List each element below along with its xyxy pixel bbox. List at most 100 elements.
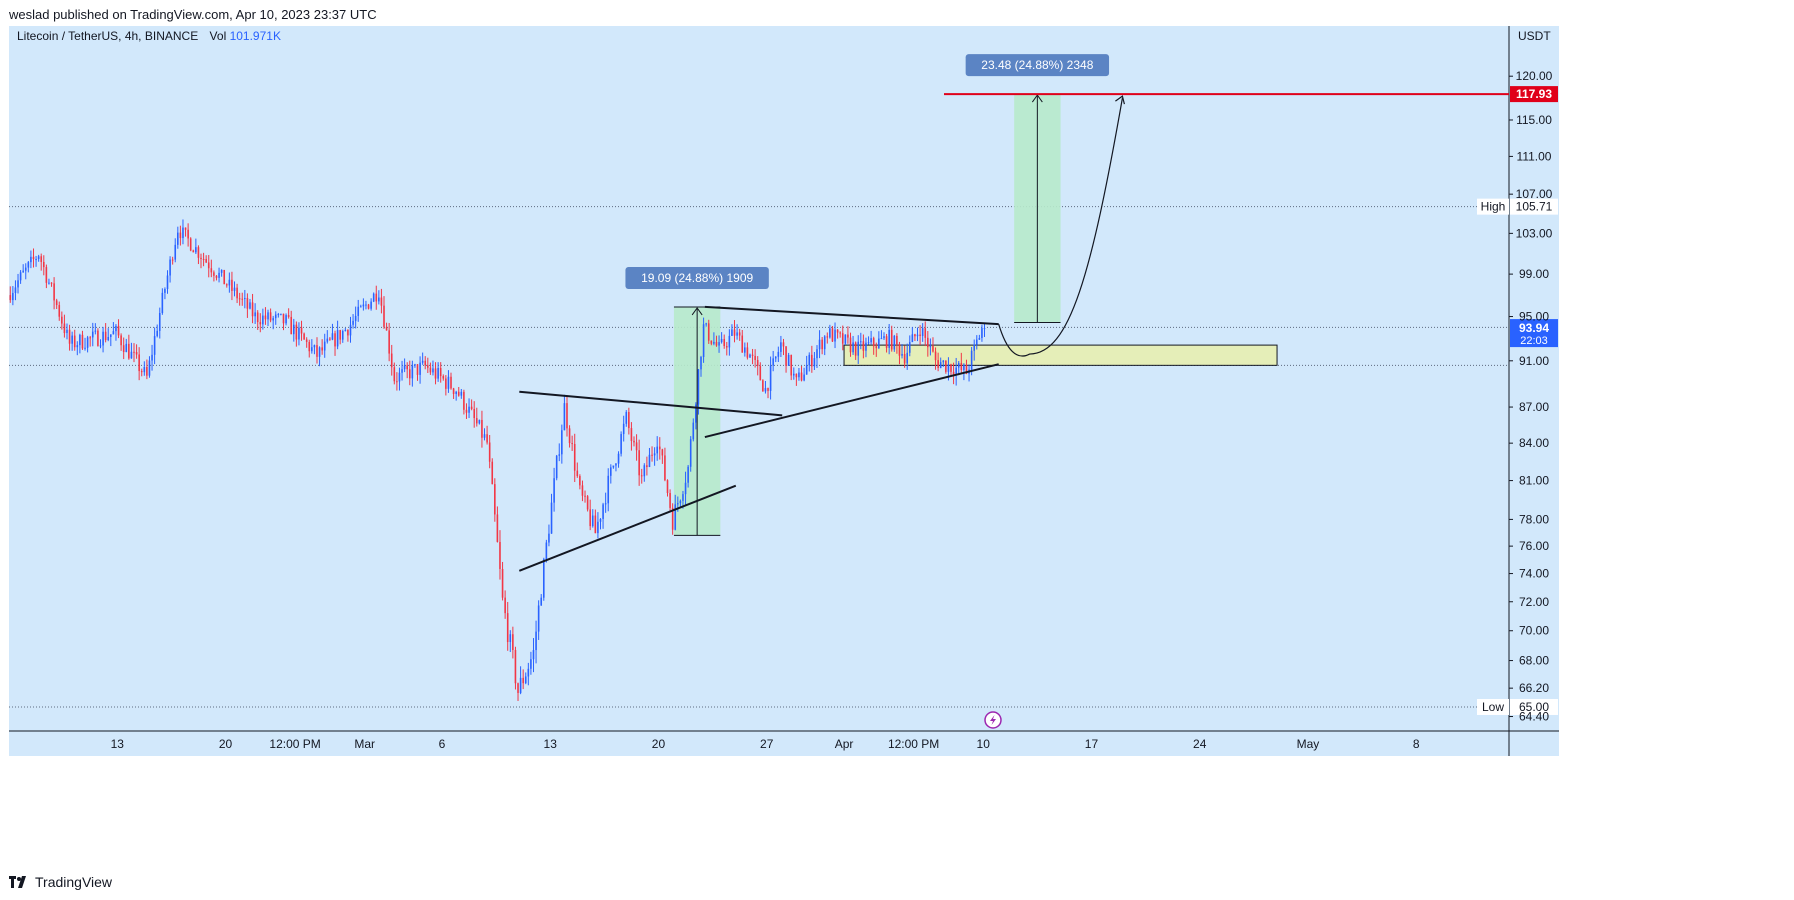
candle-body: [488, 442, 491, 462]
target-price-tag: 117.93: [1516, 87, 1552, 101]
candle-body: [553, 478, 555, 503]
candle-body: [300, 327, 303, 334]
candle-body: [135, 352, 138, 355]
candle-body: [177, 232, 179, 245]
candle-body: [630, 428, 633, 441]
candle-body: [110, 334, 112, 337]
candle-body: [862, 341, 865, 351]
candle-body: [104, 331, 107, 341]
candle-body: [50, 282, 53, 284]
candle-body: [669, 493, 671, 508]
candle-body: [481, 419, 483, 438]
price-axis[interactable]: 120.00 115.00 111.00 107.00 103.00 99.00 95.00…: [1509, 69, 1553, 724]
candle-body: [885, 336, 888, 348]
candle-body: [594, 515, 597, 534]
candle-body: [728, 335, 731, 348]
candle-body: [960, 362, 963, 371]
candle-body: [148, 360, 151, 376]
candle-body: [599, 518, 602, 522]
candle-body: [468, 406, 470, 413]
candle-body: [94, 330, 97, 332]
candle-body: [429, 367, 432, 373]
candle-body: [829, 328, 831, 338]
candle-body: [762, 380, 764, 392]
candle-body: [823, 336, 826, 350]
candle-body: [597, 521, 599, 534]
candle-body: [128, 343, 130, 359]
candle-body: [450, 376, 452, 389]
candle-body: [602, 504, 604, 519]
candle-body: [61, 316, 63, 324]
time-axis-background: [9, 731, 1559, 756]
price-chart[interactable]: High 105.71 Low 65.00 19.09 (24.88%) 1909 23.…: [9, 26, 1784, 866]
candle-body: [153, 336, 156, 355]
candle-body: [84, 347, 86, 349]
candle-body: [238, 298, 241, 300]
candle-body: [689, 439, 692, 467]
candle-body: [210, 268, 213, 273]
candle-body: [934, 351, 937, 361]
candle-body: [112, 331, 115, 335]
candle-body: [187, 229, 189, 239]
time-tick-label: Apr: [835, 737, 854, 751]
candle-body: [287, 315, 290, 317]
symbol-info: Litecoin / TetherUS, 4h, BINANCE Vol 101…: [17, 29, 281, 43]
candle-body: [506, 613, 509, 643]
candle-body: [550, 502, 553, 534]
candle-body: [527, 668, 530, 677]
candle-body: [370, 301, 372, 309]
candle-body: [684, 482, 687, 495]
candle-body: [125, 343, 128, 352]
candle-body: [924, 328, 927, 338]
candle-body: [813, 358, 816, 367]
candle-body: [615, 463, 617, 466]
candle-body: [439, 367, 442, 377]
candle-body: [816, 349, 818, 359]
tradingview-brand-text: TradingView: [35, 874, 113, 890]
candle-body: [17, 280, 19, 288]
candle-body: [365, 304, 367, 306]
candle-body: [921, 328, 924, 336]
candle-body: [285, 315, 287, 324]
candle-body: [800, 372, 803, 381]
candle-body: [674, 504, 677, 530]
alert-lightning-icon[interactable]: [984, 711, 1002, 729]
candle-body: [318, 347, 321, 357]
candle-body: [251, 302, 254, 317]
candle-body: [321, 347, 323, 351]
measure-label-bg-1: [625, 266, 769, 289]
candle-body: [473, 408, 476, 419]
candle-body: [421, 360, 424, 363]
candle-body: [530, 659, 532, 669]
price-tick-label: 87.00: [1519, 400, 1549, 414]
time-axis[interactable]: 13 20 12:00 PM Mar 6 13 20 27 Apr 12:00 PM 10 17 24 M…: [111, 737, 1420, 751]
price-tick-label: 99.00: [1519, 267, 1549, 281]
candle-body: [981, 328, 983, 338]
candle-body: [798, 372, 800, 378]
candle-body: [542, 559, 545, 598]
price-tick-label: 78.00: [1519, 512, 1549, 526]
candle-body: [86, 337, 89, 348]
price-levels-layer: [9, 206, 1509, 708]
candle-body: [256, 312, 259, 323]
candle-body: [561, 430, 563, 455]
candle-body: [723, 338, 726, 347]
candle-body: [973, 344, 976, 351]
time-tick-label: 27: [760, 737, 774, 751]
candle-body: [509, 634, 512, 643]
tradingview-brand[interactable]: TradingView: [9, 874, 112, 890]
candle-body: [207, 262, 210, 269]
candle-body: [215, 275, 218, 278]
candle-body: [952, 371, 955, 376]
candle-body: [213, 272, 215, 276]
candle-body: [803, 374, 805, 381]
time-tick-label: 13: [544, 737, 558, 751]
price-tick-label: 103.00: [1516, 226, 1553, 240]
candle-body: [700, 356, 702, 370]
candle-body: [746, 347, 749, 358]
trendline-3: [704, 363, 999, 439]
candle-body: [604, 503, 607, 505]
candle-body: [671, 507, 674, 530]
candle-body: [308, 341, 311, 352]
candle-body: [290, 316, 293, 335]
